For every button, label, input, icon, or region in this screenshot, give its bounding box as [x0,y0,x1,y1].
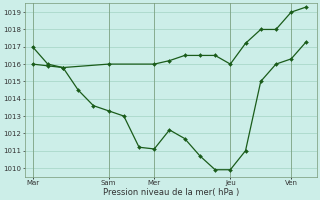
X-axis label: Pression niveau de la mer( hPa ): Pression niveau de la mer( hPa ) [103,188,239,197]
